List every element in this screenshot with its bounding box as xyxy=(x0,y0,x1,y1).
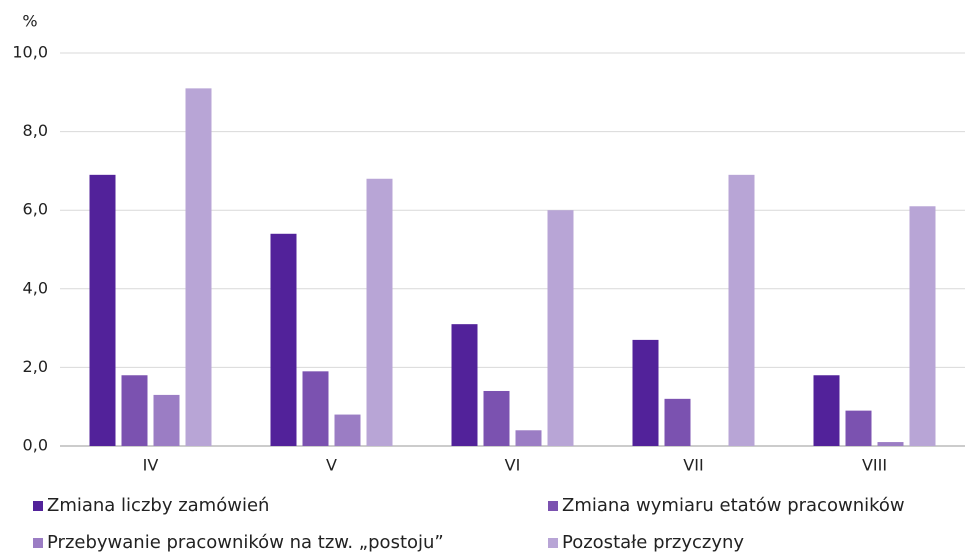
bar xyxy=(547,210,574,446)
y-tick-label: 8,0 xyxy=(23,121,48,140)
legend-swatch xyxy=(33,538,43,548)
x-tick-label: V xyxy=(326,456,337,475)
bar xyxy=(366,178,393,446)
x-tick-label: VI xyxy=(505,456,521,475)
bar xyxy=(813,375,840,446)
x-tick-label: VII xyxy=(683,456,703,475)
y-tick-label: 4,0 xyxy=(23,278,48,297)
bar xyxy=(185,88,212,447)
y-tick-label: 10,0 xyxy=(12,43,48,62)
legend-swatch xyxy=(548,501,558,511)
bar xyxy=(451,324,478,446)
legend: Zmiana liczby zamówień Zmiana wymiaru eta… xyxy=(33,495,905,553)
y-tick-label: 2,0 xyxy=(23,357,48,376)
bar xyxy=(302,371,329,446)
unit-label: % xyxy=(22,12,37,31)
legend-label: Przebywanie pracowników na tzw. „postoju… xyxy=(47,532,444,553)
bar xyxy=(483,390,510,446)
y-tick-label: 0,0 xyxy=(23,436,48,455)
y-tick-label: 6,0 xyxy=(23,200,48,219)
bar xyxy=(632,339,659,446)
legend-swatch xyxy=(548,538,558,548)
bar xyxy=(270,233,297,446)
x-tick-label: IV xyxy=(143,456,159,475)
bar xyxy=(909,206,936,446)
bar xyxy=(334,414,361,446)
bar xyxy=(728,174,755,446)
x-tick-label: VIII xyxy=(862,456,887,475)
bar xyxy=(89,174,116,446)
legend-swatch xyxy=(33,501,43,511)
legend-label: Zmiana liczby zamówień xyxy=(47,495,269,516)
bar xyxy=(153,394,180,446)
bar xyxy=(845,410,872,446)
bar xyxy=(877,442,904,446)
legend-label: Pozostałe przyczyny xyxy=(562,532,744,553)
legend-label: Zmiana wymiaru etatów pracowników xyxy=(562,495,905,516)
bar xyxy=(515,430,542,446)
bar xyxy=(121,375,148,446)
bar xyxy=(664,398,691,446)
